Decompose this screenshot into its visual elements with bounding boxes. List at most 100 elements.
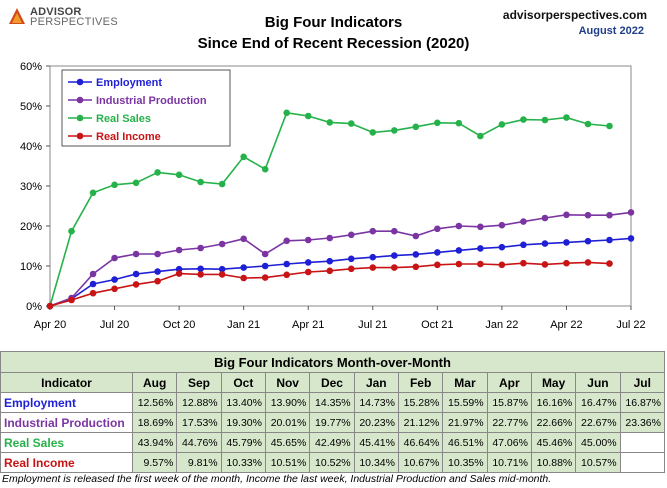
table-cell: 20.23% [353, 412, 399, 433]
y-tick-label: 60% [20, 61, 42, 73]
data-point-employment [261, 262, 269, 270]
brand-logo-icon [9, 8, 25, 24]
data-point-industrial [197, 244, 204, 252]
table-cell: 12.56% [131, 392, 178, 413]
table-cell: 45.79% [220, 432, 266, 453]
table-cell: 15.59% [442, 392, 488, 413]
data-point-employment [326, 257, 334, 265]
x-tick-label: Jan 22 [485, 319, 518, 331]
data-point-employment [89, 280, 97, 288]
data-point-income [304, 268, 312, 276]
legend-label-sales: Real Sales [96, 113, 151, 125]
data-point-employment [369, 253, 377, 261]
data-point-sales [261, 165, 269, 173]
x-tick-label: Jan 21 [227, 319, 260, 331]
data-point-sales [218, 180, 226, 188]
data-point-industrial [455, 222, 463, 230]
data-point-employment [347, 255, 355, 263]
legend-label-industrial: Industrial Production [96, 95, 207, 107]
row-label-industrial: Industrial Production [0, 412, 133, 433]
legend-swatch-dot-industrial [76, 96, 84, 104]
series-line-employment [49, 237, 632, 307]
table-cell: 10.33% [220, 452, 266, 473]
data-point-income [412, 263, 420, 271]
table-cell: 22.77% [486, 412, 532, 433]
x-tick-label: Apr 20 [34, 319, 66, 331]
data-point-industrial [563, 211, 570, 219]
data-point-sales [434, 119, 441, 127]
table-cell: 10.67% [397, 452, 444, 473]
data-point-employment [240, 264, 247, 271]
data-point-sales [154, 169, 161, 176]
month-header-jul: Jul [619, 372, 666, 393]
table-cell: 45.41% [353, 432, 399, 453]
data-point-employment [197, 265, 204, 273]
data-point-employment [498, 243, 506, 251]
data-point-industrial [369, 227, 377, 235]
chart-title-line2: Since End of Recent Recession (2020) [197, 35, 470, 52]
table-cell: 21.97% [442, 412, 488, 433]
x-tick-label: Oct 20 [163, 319, 195, 331]
table-cell: 23.36% [619, 412, 666, 433]
brand-logo: ADVISOR PERSPECTIVES [8, 4, 118, 28]
data-point-income [283, 271, 291, 279]
table-cell: 10.57% [575, 452, 621, 473]
x-tick-label: Jul 20 [100, 319, 129, 331]
data-point-industrial [477, 223, 484, 231]
data-point-employment [434, 249, 441, 256]
brand-name-line2: PERSPECTIVES [30, 16, 118, 28]
table-cell [619, 432, 666, 453]
table-cell: 45.46% [530, 432, 577, 453]
table-cell: 10.35% [442, 452, 488, 473]
table-cell: 15.87% [486, 392, 532, 413]
data-point-industrial [218, 240, 226, 248]
brand-name-line1: ADVISOR [30, 6, 82, 18]
month-header-nov: Nov [264, 372, 311, 393]
data-point-sales [240, 153, 247, 161]
data-point-income [584, 259, 592, 266]
table-cell: 45.65% [264, 432, 311, 453]
table-cell: 14.35% [309, 392, 355, 413]
data-point-industrial [627, 209, 635, 216]
data-point-employment [304, 259, 312, 266]
data-point-sales [563, 114, 570, 121]
data-point-income [563, 259, 570, 267]
x-tick-label: Oct 21 [421, 319, 453, 331]
table-cell: 22.67% [575, 412, 621, 433]
data-point-industrial [240, 235, 247, 243]
table-cell: 15.28% [397, 392, 444, 413]
data-point-sales [541, 116, 549, 124]
legend-swatch-dot-employment [76, 78, 84, 86]
data-point-income [175, 270, 183, 277]
month-header-may: May [530, 372, 577, 393]
data-point-income [369, 264, 377, 271]
data-point-employment [111, 276, 118, 283]
footnote: Employment is released the first week of… [2, 473, 552, 485]
table-header-row: Indicator Aug Sep Oct Nov Dec Jan Feb Mar Apr May… [0, 372, 666, 393]
table-cell: 9.57% [131, 452, 178, 473]
y-tick-label: 40% [20, 141, 42, 153]
legend-label-income: Real Income [96, 131, 161, 143]
legend-swatch-dot-income [76, 132, 84, 140]
table-cell: 10.71% [486, 452, 532, 473]
data-point-industrial [606, 211, 613, 219]
x-tick-label: Jul 22 [616, 319, 645, 331]
month-header-oct: Oct [220, 372, 266, 393]
month-header-apr: Apr [486, 372, 532, 393]
table-cell: 17.53% [176, 412, 222, 433]
data-point-employment [132, 270, 140, 278]
data-point-employment [412, 251, 420, 258]
data-point-income [541, 261, 549, 268]
data-point-sales [283, 109, 291, 117]
table-cell: 47.06% [486, 432, 532, 453]
data-point-income [132, 281, 140, 288]
y-tick-label: 30% [20, 181, 42, 193]
data-point-employment [563, 239, 570, 246]
data-point-sales [132, 179, 140, 187]
legend-swatch-dot-sales [76, 114, 84, 122]
table-cell: 21.12% [397, 412, 444, 433]
data-point-income [498, 261, 506, 269]
data-point-industrial [434, 225, 441, 233]
table-row-income: Real Income 9.57% 9.81% 10.33% 10.51% 10.52% 1… [0, 452, 666, 473]
data-point-income [520, 259, 527, 267]
